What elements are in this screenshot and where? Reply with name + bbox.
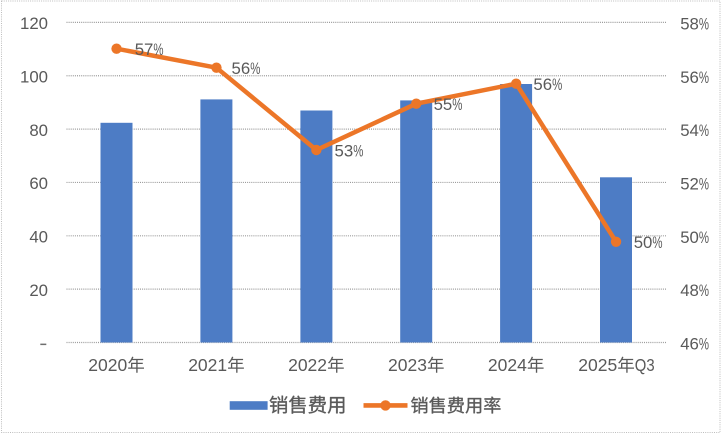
svg-text:48: 48 bbox=[680, 281, 699, 300]
svg-text:57: 57 bbox=[135, 40, 154, 59]
svg-text:52: 52 bbox=[680, 174, 699, 193]
svg-text:%: % bbox=[699, 229, 709, 248]
svg-text:120: 120 bbox=[20, 14, 48, 33]
svg-text:50: 50 bbox=[680, 228, 699, 247]
svg-text:53: 53 bbox=[335, 141, 354, 160]
svg-text:55: 55 bbox=[434, 95, 453, 114]
svg-text:%: % bbox=[699, 69, 709, 88]
svg-text:%: % bbox=[652, 234, 662, 253]
svg-text:2023: 2023 bbox=[388, 355, 427, 375]
svg-text:2022: 2022 bbox=[288, 355, 327, 375]
svg-text:2020: 2020 bbox=[88, 355, 127, 375]
svg-text:20: 20 bbox=[29, 281, 48, 300]
svg-text:54: 54 bbox=[680, 121, 699, 140]
svg-text:2021: 2021 bbox=[188, 355, 227, 375]
svg-text:%: % bbox=[552, 76, 562, 95]
svg-text:%: % bbox=[452, 96, 462, 115]
svg-text:%: % bbox=[250, 60, 260, 79]
svg-text:%: % bbox=[153, 41, 163, 60]
svg-text:%: % bbox=[699, 122, 709, 141]
svg-text:100: 100 bbox=[20, 68, 48, 87]
svg-text:Q3: Q3 bbox=[635, 356, 655, 375]
svg-text:50: 50 bbox=[634, 233, 653, 252]
svg-text:56: 56 bbox=[533, 75, 552, 94]
svg-text:%: % bbox=[699, 282, 709, 301]
svg-text:40: 40 bbox=[29, 228, 48, 247]
svg-text:46: 46 bbox=[680, 335, 699, 354]
svg-text:56: 56 bbox=[680, 68, 699, 87]
svg-text:2024: 2024 bbox=[488, 355, 527, 375]
svg-text:%: % bbox=[699, 175, 709, 194]
svg-text:58: 58 bbox=[680, 14, 699, 33]
svg-text:80: 80 bbox=[29, 121, 48, 140]
svg-text:56: 56 bbox=[232, 59, 251, 78]
svg-text:60: 60 bbox=[29, 174, 48, 193]
svg-text:2025: 2025 bbox=[578, 355, 617, 375]
svg-text:%: % bbox=[353, 142, 363, 161]
svg-text:%: % bbox=[699, 15, 709, 34]
svg-text:%: % bbox=[699, 335, 709, 354]
